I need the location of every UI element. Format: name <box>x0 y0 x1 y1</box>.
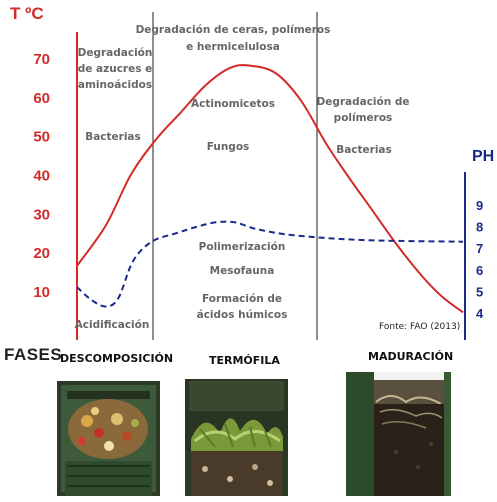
axis-left-title: T ºC <box>10 4 44 23</box>
annotation-actinomicetos: Actinomicetos <box>191 98 275 110</box>
right-tick-label: 9 <box>476 198 483 213</box>
temperature-line <box>76 64 464 314</box>
annotation-mesofauna: Mesofauna <box>210 265 275 277</box>
annotation-bacterias-2: Bacterias <box>336 144 392 156</box>
phase-label-termofila: TERMÓFILA <box>209 354 280 367</box>
annotation-formacion-acidos: Formación de ácidos húmicos <box>197 293 288 321</box>
left-tick-label: 30 <box>33 206 50 223</box>
left-tick-label: 60 <box>33 90 50 107</box>
right-tick-label: 5 <box>476 284 483 299</box>
right-tick-label: 8 <box>476 220 483 235</box>
photo-descomposicion <box>57 381 160 496</box>
annotation-degradacion-polimeros: Degradación de polímeros <box>316 96 409 124</box>
photo-maduracion <box>346 372 451 496</box>
annotation-polimerizacion: Polimerización <box>199 241 286 253</box>
right-tick-label: 6 <box>476 263 483 278</box>
left-tick-label: 40 <box>33 168 50 185</box>
fases-title: FASES <box>4 345 63 364</box>
compost-chart: 10 20 30 40 50 60 70 4 5 6 7 8 9 Degradación de azuc… <box>10 4 494 340</box>
left-tick-label: 50 <box>33 129 50 146</box>
right-tick-label: 7 <box>476 241 483 256</box>
annotation-degradacion-azucres: Degradación de azucres e aminoácidos <box>78 47 153 91</box>
photo-termofila <box>185 379 288 496</box>
annotation-acidificacion: Acidificación <box>75 319 150 331</box>
left-tick-label: 70 <box>33 51 50 68</box>
annotation-degradacion-ceras: Degradación de ceras, polímeros e hermice… <box>136 24 331 53</box>
source-note: Fonte: FAO (2013) <box>379 322 460 332</box>
annotation-fungos: Fungos <box>207 141 250 153</box>
ph-line <box>76 220 464 308</box>
right-tick-label: 4 <box>476 306 484 321</box>
phase-label-maduracion: MADURACIÓN <box>368 350 454 363</box>
phase-label-descomposicion: DESCOMPOSICIÓN <box>60 352 174 365</box>
annotation-bacterias-1: Bacterias <box>85 131 141 143</box>
left-tick-label: 20 <box>33 245 50 262</box>
left-tick-label: 10 <box>33 284 50 301</box>
axis-right-title: PH <box>472 148 494 165</box>
